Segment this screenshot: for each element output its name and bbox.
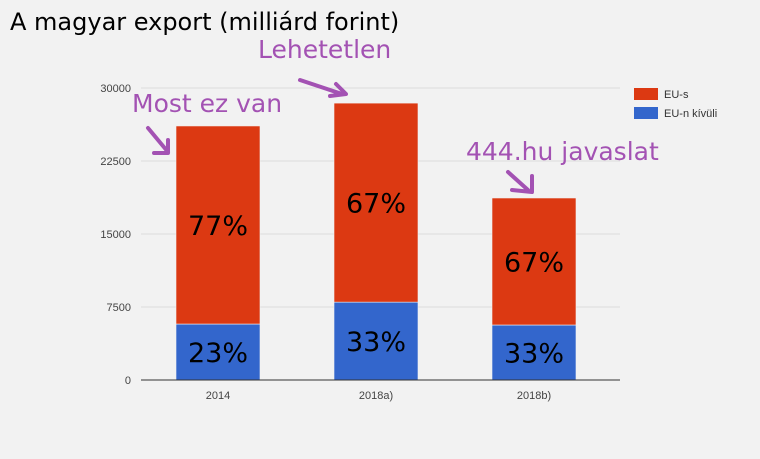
legend-label: EU-n kívüli <box>664 108 717 120</box>
y-tick-label: 0 <box>125 375 131 387</box>
bar-percent-label: 23% <box>188 338 248 369</box>
annotation-arrow-icon <box>298 78 348 98</box>
annotation-text: Lehetetlen <box>258 35 391 64</box>
y-tick-label: 30000 <box>100 83 131 95</box>
legend-swatch <box>634 88 658 100</box>
x-tick-label: 2014 <box>206 390 230 402</box>
bar-segment <box>491 197 577 326</box>
bar-percent-label: 67% <box>346 189 406 220</box>
legend-swatch <box>634 107 658 119</box>
y-tick-label: 22500 <box>100 156 131 168</box>
bar-percent-label: 33% <box>504 339 564 370</box>
annotation-text: 444.hu javaslat <box>466 137 659 166</box>
x-tick-label: 2018a) <box>359 390 393 402</box>
bar-percent-label: 77% <box>188 211 248 242</box>
y-tick-label: 7500 <box>107 302 131 314</box>
bar-segment <box>333 102 419 303</box>
bar-percent-label: 67% <box>504 247 564 278</box>
bar-percent-label: 33% <box>346 327 406 358</box>
x-tick-label: 2018b) <box>517 390 551 402</box>
chart-title: A magyar export (milliárd forint) <box>10 8 400 36</box>
legend-label: EU-s <box>664 89 689 101</box>
bar-segment <box>175 125 261 325</box>
annotation-arrow-icon <box>146 126 170 155</box>
annotation-arrow-icon <box>506 170 534 194</box>
bar-segment <box>491 324 577 381</box>
y-tick-label: 15000 <box>100 229 131 241</box>
annotation-text: Most ez van <box>132 89 282 118</box>
bar-segment <box>333 301 419 381</box>
